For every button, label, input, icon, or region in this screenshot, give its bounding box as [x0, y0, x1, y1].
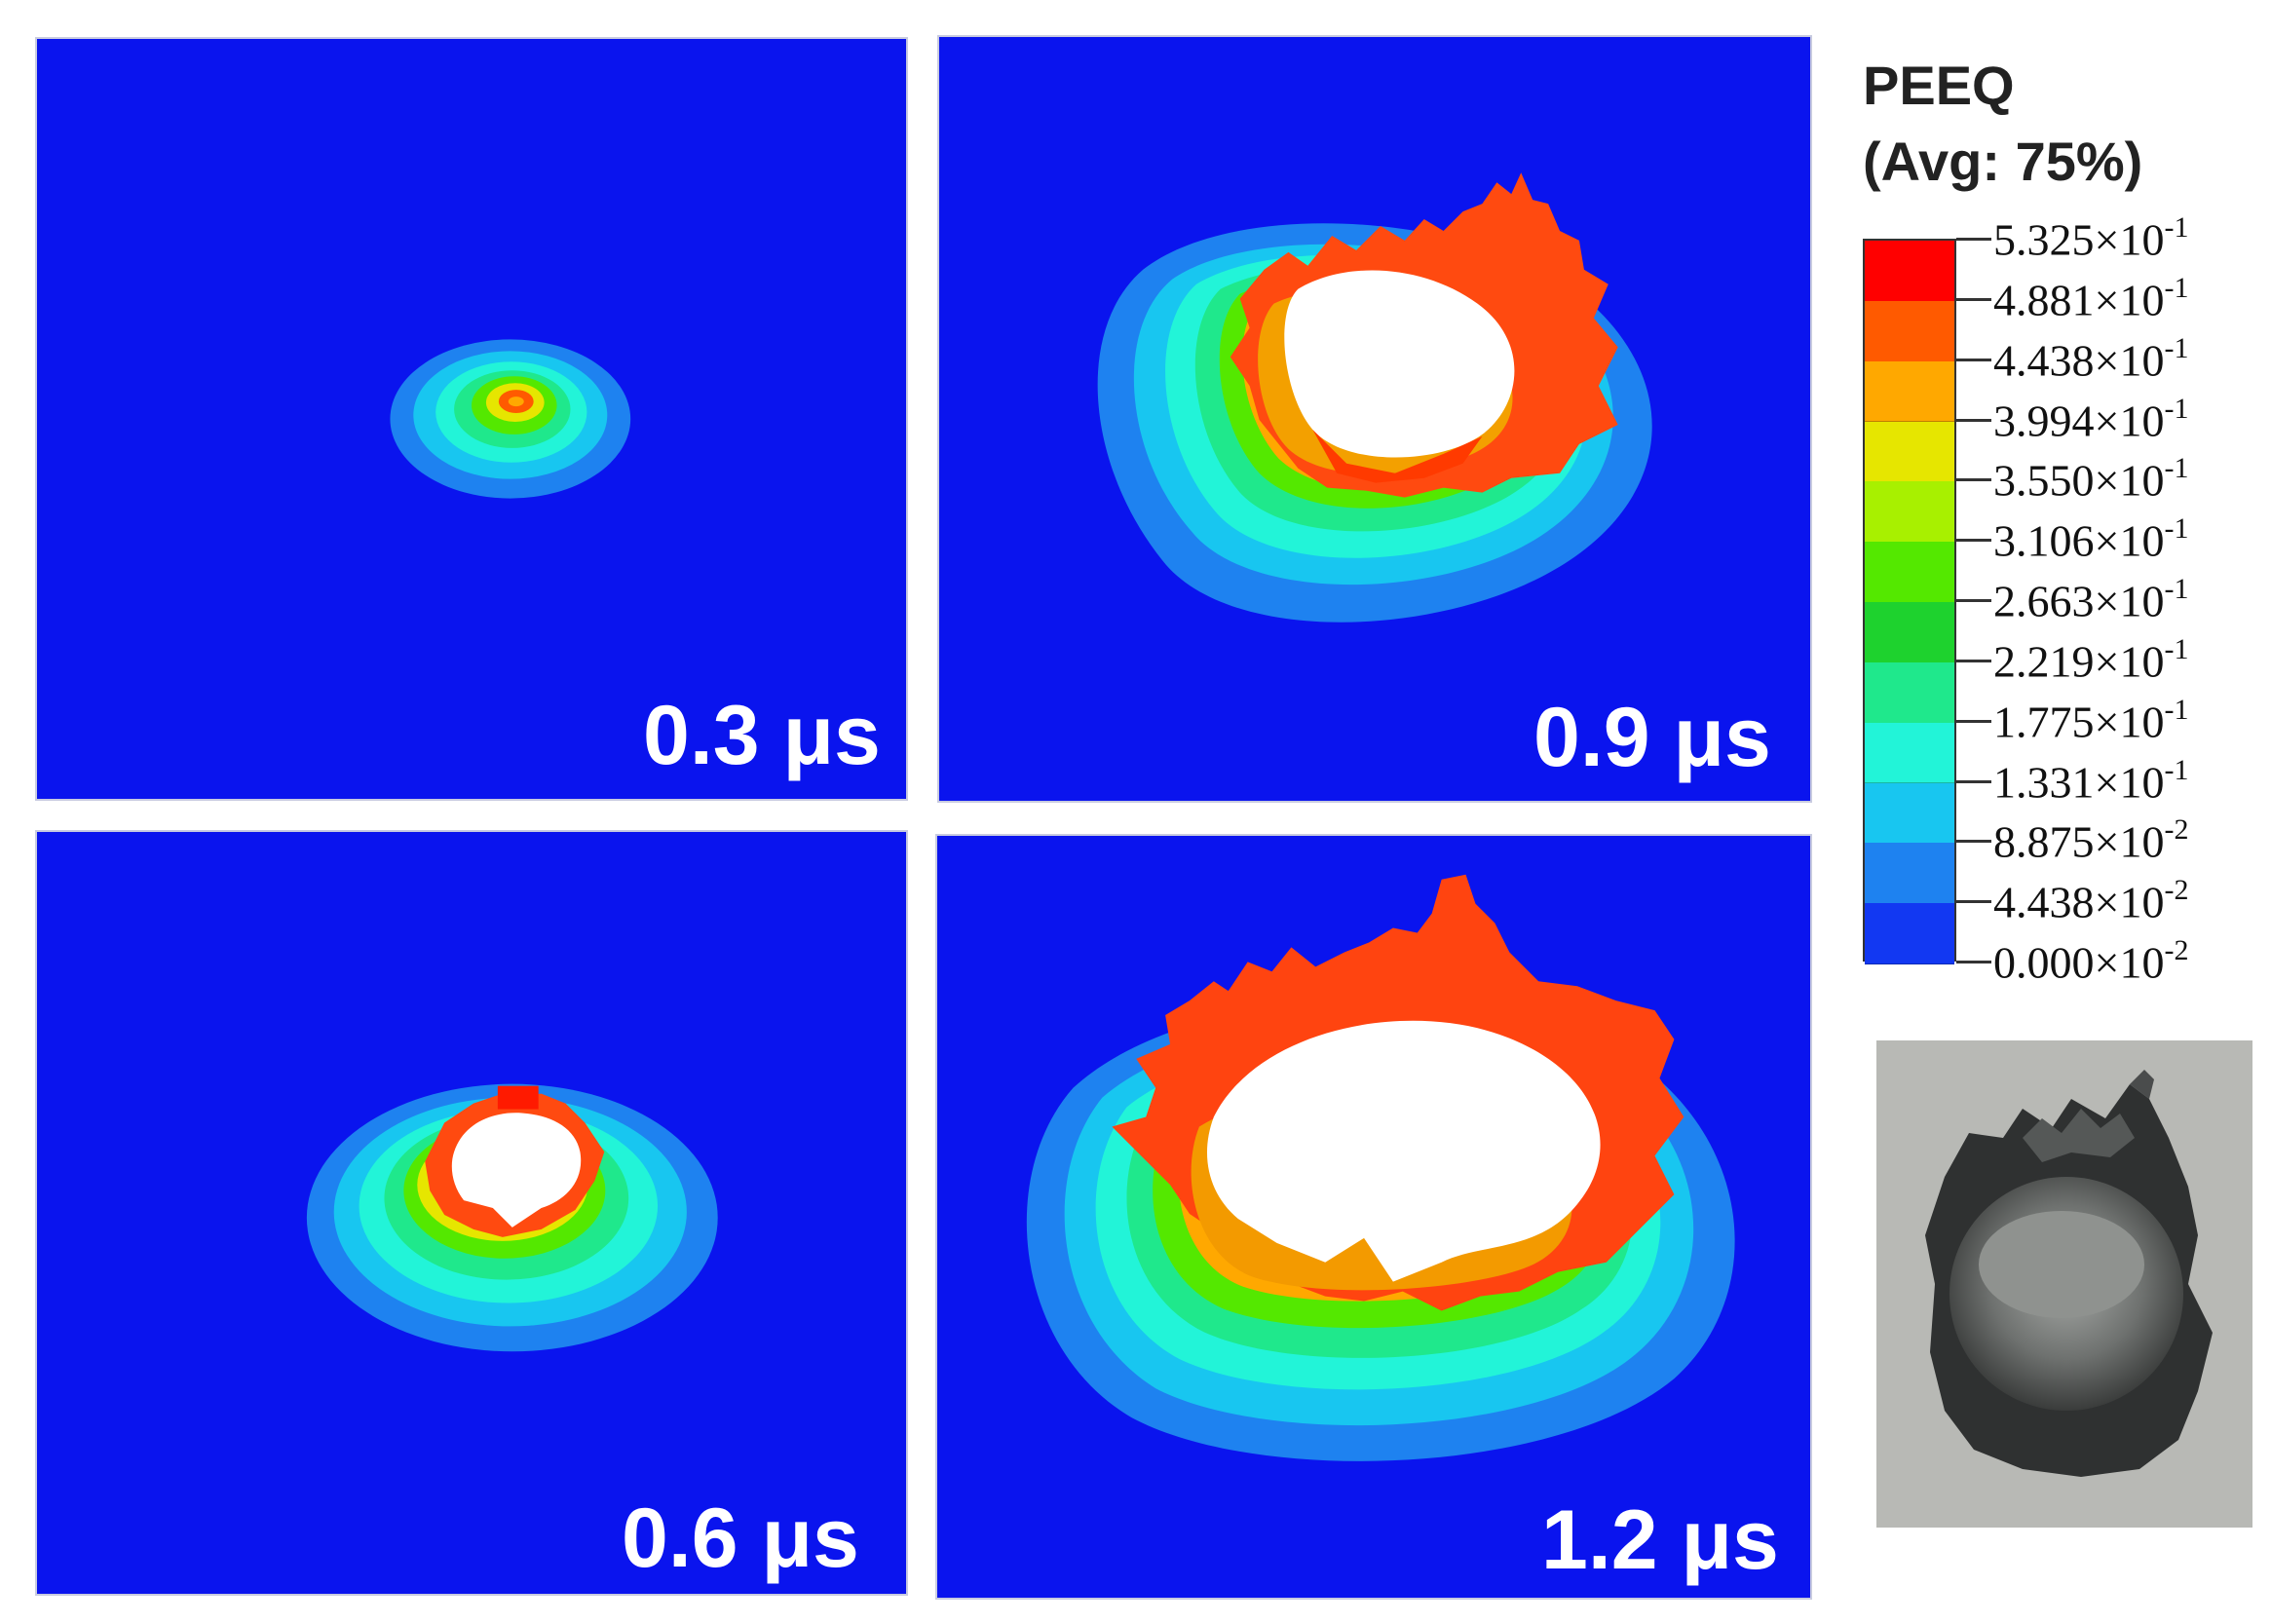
contour-plot-1-2us [1026, 874, 1735, 1461]
legend-tick [1956, 840, 1991, 844]
legend-tick-exponent: -1 [2164, 693, 2189, 726]
legend-tick [1956, 539, 1991, 543]
legend-tick-label: 1.331×10-1 [1993, 755, 2188, 807]
legend-tick-mantissa: 2.219×10 [1993, 636, 2165, 687]
legend-tick [1956, 297, 1991, 301]
time-label: 1.2 μs [1541, 1493, 1779, 1587]
legend-tick-mantissa: 5.325×10 [1993, 214, 2165, 265]
legend-tick-exponent: -1 [2164, 271, 2189, 304]
legend-tick-exponent: -1 [2164, 512, 2189, 546]
legend-tick [1956, 358, 1991, 361]
legend-color-band [1865, 241, 1954, 302]
legend-tick-exponent: -2 [2164, 813, 2189, 847]
legend-tick-label: 2.219×10-1 [1993, 634, 2188, 687]
legend-tick-label: 8.875×10-2 [1993, 815, 2188, 867]
legend-tick-exponent: -1 [2164, 392, 2189, 425]
legend-color-band [1865, 843, 1954, 905]
legend-tick-label: 4.438×10-1 [1993, 333, 2188, 385]
legend-color-band [1865, 661, 1954, 724]
legend-title: PEEQ [1863, 55, 2015, 116]
legend-colorbar [1863, 239, 1956, 964]
legend-tick-exponent: -1 [2164, 573, 2189, 605]
legend-tick-exponent: -2 [2164, 934, 2189, 966]
legend-tick-mantissa: 4.881×10 [1993, 275, 2165, 325]
legend-tick-mantissa: 1.331×10 [1993, 756, 2165, 807]
legend-tick [1956, 418, 1991, 422]
time-label: 0.6 μs [622, 1492, 859, 1585]
legend-tick-mantissa: 4.438×10 [1993, 877, 2165, 927]
legend-tick-label: 4.881×10-1 [1993, 273, 2188, 325]
panel-1-2us: 1.2 μs [935, 834, 1812, 1600]
panel-0-6us: 0.6 μs [35, 830, 908, 1596]
legend-tick-mantissa: 3.106×10 [1993, 515, 2165, 566]
legend-color-band [1865, 602, 1954, 663]
contour-plot-0-6us [306, 1083, 718, 1352]
legend-tick-mantissa: 1.775×10 [1993, 696, 2165, 746]
legend-color-band [1865, 360, 1954, 423]
contour-plot-0-9us [1097, 172, 1652, 623]
legend-color-band [1865, 481, 1954, 544]
legend-tick-label: 3.106×10-1 [1993, 514, 2188, 566]
panel-0-9us: 0.9 μs [937, 35, 1812, 803]
legend-tick-label: 1.775×10-1 [1993, 695, 2188, 746]
legend-tick [1956, 719, 1991, 723]
time-label: 0.3 μs [643, 689, 881, 782]
time-label: 0.9 μs [1533, 691, 1771, 784]
legend-color-band [1865, 903, 1954, 964]
legend-tick-label: 3.994×10-1 [1993, 394, 2188, 445]
legend-tick-mantissa: 4.438×10 [1993, 334, 2165, 385]
legend-tick-exponent: -2 [2164, 874, 2189, 907]
legend-tick [1956, 961, 1991, 963]
legend-tick-mantissa: 8.875×10 [1993, 816, 2165, 867]
legend-tick-label: 5.325×10-1 [1993, 213, 2188, 265]
legend-tick-mantissa: 2.663×10 [1993, 576, 2165, 626]
legend-tick [1956, 659, 1991, 662]
legend-tick [1956, 599, 1991, 602]
legend-color-band [1865, 421, 1954, 483]
legend-tick-exponent: -1 [2164, 331, 2189, 364]
panel-0-3us: 0.3 μs [35, 37, 908, 801]
legend-tick-label: 0.000×10-2 [1993, 936, 2188, 988]
legend-tick-mantissa: 3.550×10 [1993, 455, 2165, 506]
legend-tick [1956, 900, 1991, 904]
legend-tick-exponent: -1 [2164, 753, 2189, 786]
legend-tick-exponent: -1 [2164, 452, 2189, 485]
legend-tick-mantissa: 3.994×10 [1993, 395, 2165, 445]
legend-tick-label: 2.663×10-1 [1993, 575, 2188, 626]
legend-tick-label: 3.550×10-1 [1993, 454, 2188, 506]
legend-color-band [1865, 782, 1954, 845]
legend-tick-mantissa: 0.000×10 [1993, 937, 2165, 988]
legend-subtitle: (Avg: 75%) [1863, 131, 2143, 192]
legend-color-band [1865, 300, 1954, 362]
legend-color-band [1865, 722, 1954, 784]
legend-tick-exponent: -1 [2164, 211, 2189, 244]
legend-tick [1956, 779, 1991, 783]
sample-photo [1876, 1040, 2252, 1528]
sample-photo-image [1876, 1040, 2252, 1528]
contour-plot-0-3us [390, 339, 631, 499]
legend-tick-exponent: -1 [2164, 632, 2189, 665]
legend-color-band [1865, 542, 1954, 603]
legend-tick-label: 4.438×10-2 [1993, 876, 2188, 927]
legend-tick [1956, 478, 1991, 482]
legend-tick [1956, 238, 1991, 241]
